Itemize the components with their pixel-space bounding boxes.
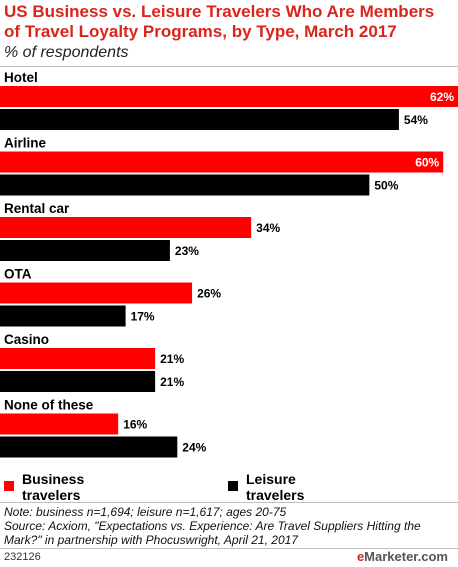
legend-leisure-label: Leisure travelers <box>246 471 305 503</box>
bar-business-casino <box>0 348 156 369</box>
bar-leisure-none-of-these <box>0 436 178 458</box>
footer-divider <box>0 548 458 549</box>
value-label-business-casino: 21% <box>160 352 184 366</box>
value-label-business-ota: 26% <box>197 287 221 301</box>
brand-rest: Marketer.com <box>364 549 448 564</box>
value-label-business-none-of-these: 16% <box>123 418 147 432</box>
category-label-hotel: Hotel <box>4 70 38 85</box>
value-label-business-rental-car: 34% <box>256 221 280 235</box>
legend-leisure-swatch <box>228 481 238 491</box>
bar-leisure-casino <box>0 371 156 392</box>
chart-title: US Business vs. Leisure Travelers Who Ar… <box>4 2 435 41</box>
bar-leisure-ota <box>0 305 126 327</box>
category-label-airline: Airline <box>4 136 47 151</box>
category-label-rental-car: Rental car <box>4 201 70 216</box>
chart-id: 232126 <box>4 551 41 563</box>
note-divider <box>0 502 458 503</box>
legend-business-swatch <box>4 481 14 491</box>
bar-business-rental-car <box>0 217 252 238</box>
brand-logo[interactable]: eMarketer.com <box>357 549 448 564</box>
category-label-casino: Casino <box>4 332 49 347</box>
title-divider <box>0 66 458 67</box>
value-label-leisure-airline: 50% <box>374 179 398 193</box>
bar-business-hotel <box>0 86 458 107</box>
category-label-ota: OTA <box>4 267 32 282</box>
value-label-leisure-ota: 17% <box>131 310 155 324</box>
bar-leisure-hotel <box>0 109 399 130</box>
chart-subtitle: % of respondents <box>4 44 129 61</box>
value-label-leisure-hotel: 54% <box>404 113 428 127</box>
bar-business-airline <box>0 151 444 173</box>
bar-leisure-airline <box>0 174 370 196</box>
bar-business-none-of-these <box>0 413 119 435</box>
category-label-none-of-these: None of these <box>4 398 94 413</box>
value-label-leisure-none-of-these: 24% <box>182 441 206 455</box>
value-label-business-hotel: 62% <box>430 90 454 104</box>
source-note: Note: business n=1,694; leisure n=1,617;… <box>4 505 421 547</box>
value-label-leisure-casino: 21% <box>160 375 184 389</box>
bar-business-ota <box>0 282 193 304</box>
legend-business-label: Business travelers <box>22 471 85 503</box>
bar-chart: Hotel 62%54% Airline 60% 50% Rental car 34% 23%… <box>0 70 458 458</box>
brand-e: e <box>356 549 365 564</box>
value-label-leisure-rental-car: 23% <box>175 244 199 258</box>
value-label-business-airline: 60% <box>415 156 439 170</box>
bar-leisure-rental-car <box>0 240 170 261</box>
